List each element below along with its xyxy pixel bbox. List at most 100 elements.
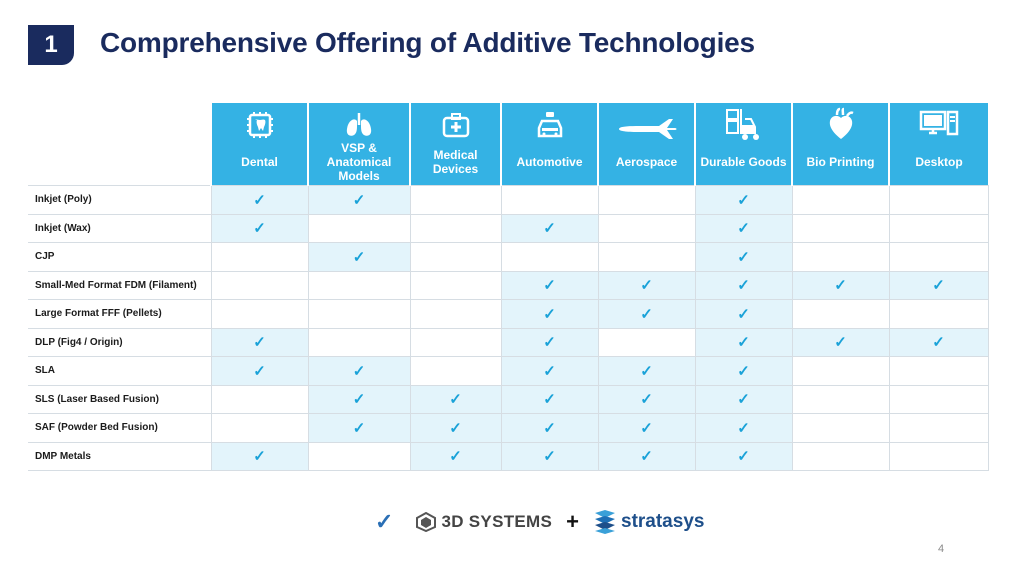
- row-label: CJP: [28, 242, 212, 272]
- matrix-cell: [500, 185, 599, 215]
- column-header-label: Durable Goods: [700, 155, 787, 169]
- matrix-cell: ✓: [210, 441, 309, 471]
- matrix-cell: ✓: [409, 441, 502, 471]
- column-header-label: Dental: [241, 155, 278, 169]
- check-icon: ✓: [737, 391, 750, 409]
- column-header: Automotive: [500, 103, 598, 186]
- matrix-cell: [791, 384, 890, 414]
- matrix-cell: ✓: [694, 327, 793, 357]
- matrix-cell: ✓: [500, 413, 599, 443]
- column-header-label: Desktop: [915, 155, 963, 169]
- column-header-label: VSP & Anatomical Models: [326, 141, 392, 183]
- matrix-cell: [409, 242, 502, 272]
- matrix-cell: [210, 384, 309, 414]
- 3d-systems-logo: 3D SYSTEMS: [415, 512, 552, 532]
- matrix-cell: [888, 185, 989, 215]
- matrix-cell: [791, 185, 890, 215]
- row-label: SLA: [28, 356, 212, 386]
- matrix-cell: ✓: [500, 213, 599, 243]
- plus-sign: +: [566, 509, 579, 534]
- matrix-cell: ✓: [307, 356, 411, 386]
- row-label: Small-Med Format FDM (Filament): [28, 270, 212, 300]
- matrix-cell: ✓: [888, 270, 989, 300]
- check-icon: ✓: [449, 419, 462, 437]
- check-icon: ✓: [834, 334, 847, 352]
- medical-kit-icon: [440, 103, 472, 141]
- check-icon: ✓: [352, 391, 366, 409]
- check-icon: ✓: [543, 448, 556, 466]
- check-icon: ✓: [253, 362, 266, 380]
- matrix-cell: ✓: [500, 327, 599, 357]
- airplane-icon: [615, 103, 679, 141]
- matrix-cell: [210, 299, 309, 329]
- column-header-label: Bio Printing: [806, 155, 875, 169]
- column-header-label: Automotive: [516, 155, 583, 169]
- car-icon: [534, 103, 566, 141]
- table-row: DMP Metals ✓ ✓ ✓ ✓ ✓: [28, 441, 989, 471]
- table-row: SAF (Powder Bed Fusion) ✓ ✓ ✓ ✓ ✓: [28, 413, 989, 443]
- page-title: Comprehensive Offering of Additive Techn…: [100, 27, 755, 58]
- column-header: Durable Goods: [694, 103, 792, 186]
- matrix-cell: [307, 441, 411, 471]
- stratasys-logo: stratasys: [593, 509, 704, 535]
- matrix-cell: ✓: [597, 413, 696, 443]
- column-header: Aerospace: [597, 103, 695, 186]
- matrix-cell: ✓: [694, 185, 793, 215]
- row-label: DLP (Fig4 / Origin): [28, 327, 212, 357]
- check-icon: ✓: [834, 277, 847, 295]
- check-icon: ✓: [737, 248, 750, 266]
- check-icon: ✓: [640, 362, 653, 380]
- matrix-cell: [409, 327, 502, 357]
- matrix-cell: ✓: [210, 185, 309, 215]
- matrix-cell: ✓: [307, 185, 411, 215]
- check-icon: ✓: [449, 448, 462, 466]
- tooth-chip-icon: [244, 103, 276, 141]
- matrix-body: Inkjet (Poly) ✓ ✓ ✓ Inkjet (Wax) ✓ ✓ ✓ CJP ✓ ✓ Smal…: [28, 185, 989, 471]
- table-row: CJP ✓ ✓: [28, 242, 989, 272]
- 3d-systems-mark-icon: [416, 512, 437, 532]
- footer-logos: ✓ 3D SYSTEMS + stratasys: [375, 509, 704, 535]
- matrix-cell: ✓: [500, 441, 599, 471]
- check-icon: ✓: [543, 334, 556, 352]
- stratasys-mark-icon: [595, 510, 615, 534]
- row-label: Inkjet (Wax): [28, 213, 212, 243]
- matrix-cell: [888, 242, 989, 272]
- matrix-cell: ✓: [500, 384, 599, 414]
- forklift-icon: [724, 103, 764, 141]
- check-icon: ✓: [543, 419, 556, 437]
- row-label: Large Format FFF (Pellets): [28, 299, 212, 329]
- matrix-cell: [409, 299, 502, 329]
- matrix-cell: [210, 270, 309, 300]
- table-row: Inkjet (Wax) ✓ ✓ ✓: [28, 213, 989, 243]
- matrix-cell: ✓: [210, 327, 309, 357]
- table-row: SLA ✓ ✓ ✓ ✓ ✓: [28, 356, 989, 386]
- matrix-cell: [888, 213, 989, 243]
- check-icon: ✓: [352, 248, 366, 266]
- computer-icon: [919, 103, 959, 141]
- footer-check-icon: ✓: [375, 509, 394, 534]
- matrix-cell: ✓: [500, 299, 599, 329]
- check-icon: ✓: [352, 362, 366, 380]
- row-label: SLS (Laser Based Fusion): [28, 384, 212, 414]
- matrix-cell: [597, 327, 696, 357]
- check-icon: ✓: [253, 334, 266, 352]
- check-icon: ✓: [737, 419, 750, 437]
- check-icon: ✓: [932, 277, 945, 295]
- matrix-cell: [307, 213, 411, 243]
- check-icon: ✓: [352, 419, 366, 437]
- check-icon: ✓: [737, 362, 750, 380]
- check-icon: ✓: [253, 220, 266, 238]
- column-header: Dental: [210, 103, 308, 186]
- matrix-cell: ✓: [694, 242, 793, 272]
- matrix-cell: ✓: [500, 356, 599, 386]
- matrix-cell: ✓: [694, 270, 793, 300]
- column-header-label: Medical Devices: [432, 148, 479, 176]
- check-icon: ✓: [737, 334, 750, 352]
- matrix-cell: ✓: [597, 441, 696, 471]
- matrix-cell: [597, 242, 696, 272]
- matrix-cell: [888, 356, 989, 386]
- matrix-cell: ✓: [307, 384, 411, 414]
- corner-cell: [28, 103, 211, 186]
- matrix-cell: [307, 299, 411, 329]
- matrix-cell: ✓: [694, 356, 793, 386]
